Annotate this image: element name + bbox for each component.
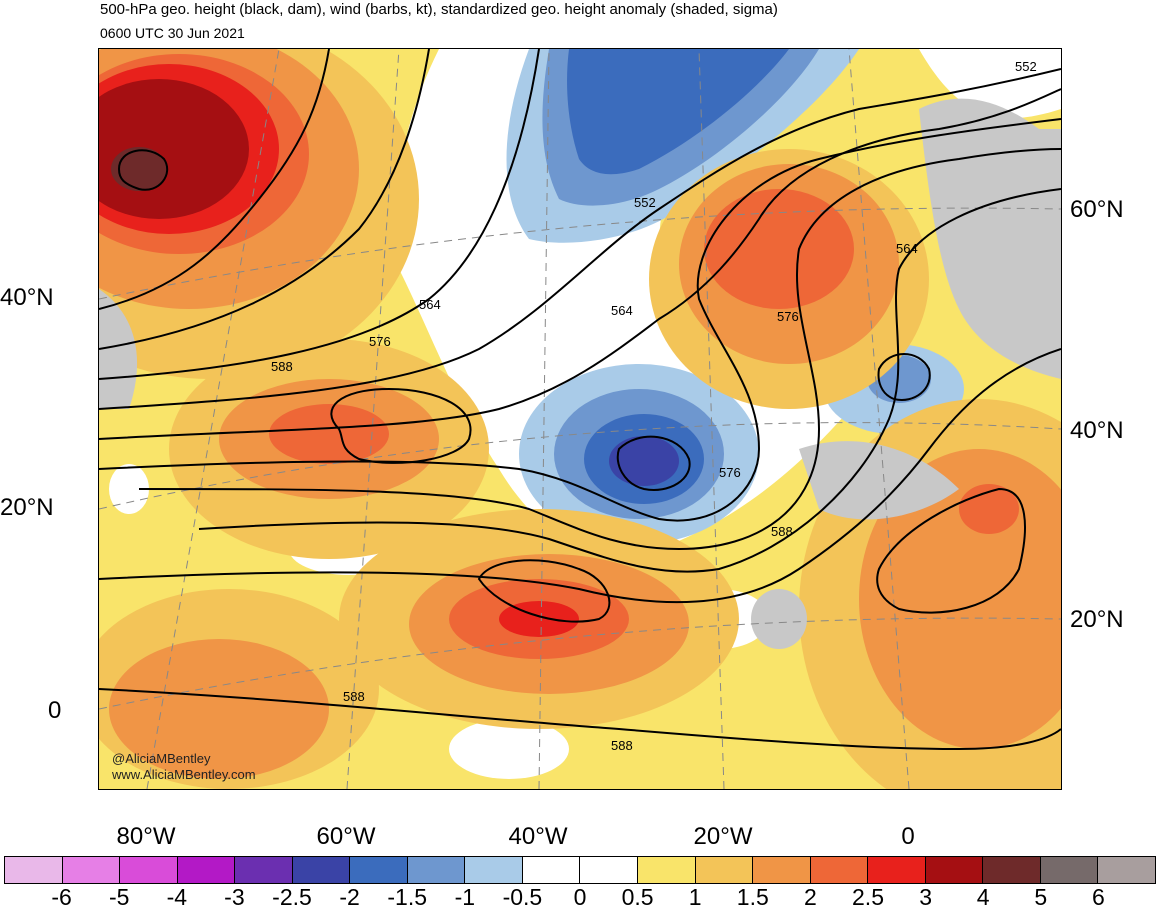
map-panel: 552 552 564 564 564 576 576 576 588 588 … [98, 48, 1062, 790]
height-contours [99, 49, 1061, 751]
colorbar-tick-label: -6 [51, 884, 72, 910]
colorbar-tick-label: 0.5 [621, 884, 654, 910]
lat-label-left: 0 [48, 697, 62, 724]
anomaly-neg-atlantic-25 [609, 436, 679, 486]
colorbar-tick-label: -0.5 [502, 884, 543, 910]
contour-label: 588 [271, 359, 293, 374]
colorbar-swatch [580, 857, 639, 883]
credit-handle: @AliciaMBentley [112, 751, 211, 766]
lon-label: 0 [901, 823, 915, 850]
colorbar-swatch [1098, 857, 1155, 883]
lat-label-right: 40°N [1070, 417, 1124, 444]
anomaly-neg-greenland-15 [567, 49, 789, 175]
colorbar-swatch [292, 857, 351, 883]
colorbar-tick-label: -1 [454, 884, 476, 910]
lon-label: 20°W [693, 823, 753, 850]
colorbar-tick-label: 6 [1091, 884, 1105, 910]
colorbar-swatch [925, 857, 984, 883]
colorbar-swatch [983, 857, 1041, 883]
colorbar-swatch [407, 857, 466, 883]
colorbar-swatch [695, 857, 754, 883]
contour-label: 564 [611, 303, 633, 318]
lon-label: 40°W [508, 823, 568, 850]
contour-label: 576 [719, 465, 741, 480]
lon-label: 60°W [316, 823, 376, 850]
colorbar-swatch [235, 857, 293, 883]
colorbar-tick-label: 1 [688, 884, 702, 910]
colorbar-swatch [5, 857, 63, 883]
anomaly-pos-nw-40 [111, 147, 167, 191]
neutral-patch-south [449, 719, 569, 779]
colorbar-swatch [1040, 857, 1099, 883]
contour-label: 564 [419, 297, 441, 312]
colorbar-tick-label: -5 [108, 884, 130, 910]
colorbar-tick-label: -3 [224, 884, 245, 910]
contour-label: 552 [1015, 59, 1037, 74]
lon-label: 80°W [116, 823, 176, 850]
valid-time: 0600 UTC 30 Jun 2021 [100, 25, 245, 41]
colorbar-tick-label: -2.5 [272, 884, 312, 910]
lat-lon-grid [99, 49, 1061, 789]
colorbar-swatch [120, 857, 178, 883]
map-title: 500-hPa geo. height (black, dam), wind (… [100, 1, 778, 18]
contour-label: 588 [611, 738, 633, 753]
colorbar-swatch [350, 857, 408, 883]
colorbar-tick-label: -4 [166, 884, 188, 910]
contour-label: 552 [634, 195, 656, 210]
colorbar-tick-label: 5 [1034, 884, 1048, 910]
colorbar-tick-label: 1.5 [736, 884, 769, 910]
colorbar-swatch [465, 857, 523, 883]
colorbar-tick-label: 4 [976, 884, 990, 910]
colorbar-swatch [62, 857, 121, 883]
colorbar-tick-label: 0 [573, 884, 587, 910]
gray-mask-scandinavia [919, 98, 1061, 379]
contour-label: 588 [771, 524, 793, 539]
neutral-patch-gulf [109, 464, 149, 514]
contour-label: 564 [896, 241, 918, 256]
contour-label: 588 [343, 689, 365, 704]
anomaly-map: 552 552 564 564 564 576 576 576 588 588 … [99, 49, 1061, 789]
colorbar-tick-label: 2 [803, 884, 817, 910]
gray-mask-canaries [751, 589, 807, 649]
anomaly-pos-southamerica-15 [109, 639, 329, 779]
lat-label-left: 20°N [0, 494, 54, 521]
neutral-patch-ne [919, 49, 1061, 119]
colorbar-swatch [177, 857, 236, 883]
lat-label-right: 60°N [1070, 196, 1124, 223]
contour-label: 576 [369, 334, 391, 349]
colorbar-tick-label: 2.5 [852, 884, 884, 910]
contour-labels: 552 552 564 564 564 576 576 576 588 588 … [271, 59, 1037, 753]
credit-url: www.AliciaMBentley.com [112, 767, 256, 782]
colorbar-tick-label: -1.5 [387, 884, 428, 910]
colorbar-swatch [810, 857, 869, 883]
colorbar-swatch [868, 857, 926, 883]
contour-label: 576 [777, 309, 799, 324]
lat-label-right: 20°N [1070, 606, 1124, 633]
colorbar-tick-label: -2 [339, 884, 360, 910]
lat-label-left: 40°N [0, 284, 54, 311]
colorbar-swatch [522, 857, 581, 883]
anomaly-colorbar [4, 856, 1156, 884]
colorbar-tick-label: 3 [919, 884, 932, 910]
anomaly-pos-uk-20 [704, 189, 854, 309]
colorbar-swatch [753, 857, 811, 883]
colorbar-swatch [638, 857, 696, 883]
anomaly-pos-carolina-20 [269, 404, 389, 464]
